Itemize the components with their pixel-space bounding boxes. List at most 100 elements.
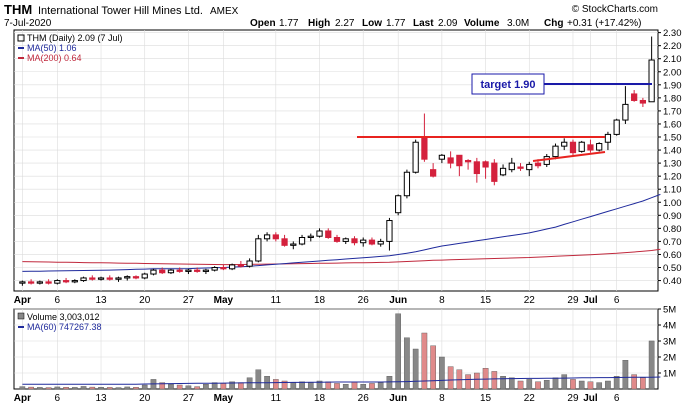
volume-bar — [500, 376, 506, 390]
candle-body — [578, 141, 585, 152]
candle — [97, 276, 105, 281]
price-tick-label: 0.90 — [663, 211, 682, 222]
candle-body — [237, 264, 244, 267]
candle — [237, 260, 244, 268]
exchange: AMEX — [210, 6, 239, 17]
candle — [386, 217, 393, 251]
volume-bar — [386, 376, 393, 390]
candle-body — [307, 235, 314, 238]
candle — [167, 268, 175, 275]
candle-body — [159, 269, 166, 274]
price-tick-label: 1.70 — [663, 106, 682, 117]
volume-date-label: 11 — [271, 393, 282, 404]
open-value: 1.77 — [279, 18, 299, 29]
chart-date: 7-Jul-2020 — [4, 18, 52, 29]
candle-body — [150, 269, 157, 275]
volume-date-label: 8 — [439, 393, 445, 404]
candle-body — [97, 277, 105, 280]
candle — [325, 228, 332, 239]
candle-body — [517, 166, 524, 169]
volume-bar — [37, 387, 43, 390]
candle — [211, 266, 218, 272]
chg-label: Chg — [544, 18, 563, 29]
volume-value: 3.0M — [507, 18, 529, 29]
candle-body — [447, 157, 454, 164]
volume-bar — [168, 384, 174, 390]
volume-bar — [377, 382, 384, 390]
date-label: May — [214, 295, 234, 306]
price-tick-label: 1.30 — [663, 159, 682, 170]
volume-date-label: Apr — [14, 393, 31, 404]
candle — [307, 233, 314, 242]
date-label: Apr — [14, 295, 31, 306]
candle-body — [491, 162, 498, 182]
candle-body — [298, 236, 306, 245]
volume-bar — [203, 384, 209, 390]
date-label: Jul — [583, 295, 598, 306]
candle-body — [316, 230, 323, 237]
ma50-legend-label: MA(50) 1.06 — [27, 43, 77, 53]
volume-bar — [570, 379, 576, 390]
price-tick-label: 1.40 — [663, 146, 682, 157]
price-legend: THM (Daily) 2.09 (7 Jul) MA(50) 1.06 MA(… — [17, 33, 123, 63]
vol-ma60-legend-label: MA(60) 747267.38 — [27, 322, 102, 332]
candle — [552, 143, 559, 160]
candle — [569, 139, 577, 156]
price-tick-label: 0.70 — [663, 237, 682, 248]
last-label: Last — [413, 18, 434, 29]
price-tick-label: 2.30 — [663, 28, 682, 39]
volume-label: Volume — [464, 18, 500, 29]
volume-tick-label: 4M — [663, 321, 676, 332]
candle — [491, 159, 498, 186]
candle — [132, 275, 140, 280]
ma200-legend-label: MA(200) 0.64 — [27, 53, 82, 63]
candle-body — [255, 238, 262, 262]
volume-bar — [141, 384, 148, 390]
candle-body — [648, 59, 655, 103]
volume-bar — [369, 383, 375, 390]
volume-bar — [106, 387, 113, 390]
price-tick-label: 1.20 — [663, 172, 682, 183]
volume-bar — [115, 387, 122, 390]
volume-bar — [535, 381, 541, 390]
volume-bar — [465, 374, 471, 390]
volume-bar — [307, 382, 314, 390]
volume-bar — [439, 356, 445, 390]
volume-bar — [648, 340, 655, 390]
price-tick-label: 0.50 — [663, 263, 682, 274]
candle — [176, 267, 183, 273]
candle — [377, 238, 384, 247]
volume-bar — [342, 384, 349, 390]
date-label: 13 — [95, 295, 107, 306]
price-tick-label: 1.60 — [663, 119, 682, 130]
volume-bar — [211, 382, 218, 390]
candle — [631, 90, 638, 102]
volume-legend-swatch — [17, 312, 25, 320]
volume-bar — [622, 360, 629, 390]
candle — [360, 237, 367, 247]
candle-body — [613, 119, 620, 135]
candle — [613, 118, 620, 136]
volume-bar — [334, 383, 340, 390]
candle — [194, 267, 201, 273]
volume-bar — [255, 369, 262, 390]
watermark: © StockCharts.com — [572, 4, 658, 15]
volume-date-label: 20 — [139, 393, 151, 404]
volume-bar — [351, 381, 358, 390]
candle — [395, 194, 402, 216]
price-grid — [14, 30, 658, 291]
volume-bar — [71, 387, 78, 390]
candle-body — [368, 239, 376, 245]
volume-bar — [508, 377, 515, 390]
ma200-line — [22, 248, 661, 266]
price-tick-label: 1.10 — [663, 185, 682, 196]
candle — [316, 228, 323, 238]
candle-body — [27, 281, 35, 284]
candle — [263, 232, 271, 242]
candle-body — [132, 276, 140, 279]
volume-bar — [124, 386, 131, 390]
volume-legend: Volume 3,003,012 MA(60) 747267.38 — [17, 312, 102, 332]
volume-panel — [13, 308, 659, 390]
volume-bar — [80, 386, 87, 390]
candle — [648, 36, 655, 103]
